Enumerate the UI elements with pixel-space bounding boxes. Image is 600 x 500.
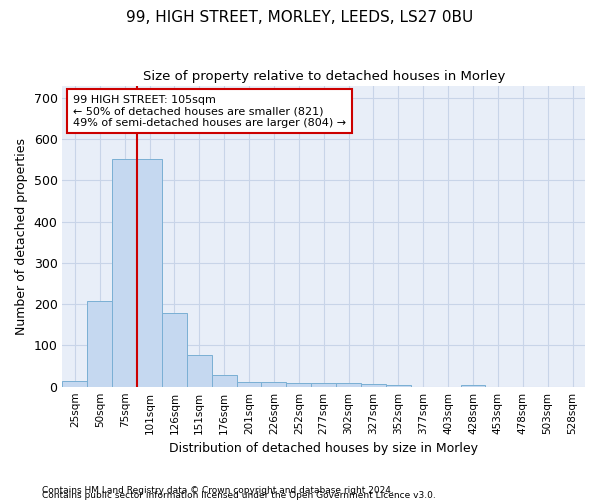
Bar xyxy=(236,382,262,386)
Bar xyxy=(386,384,411,386)
Text: 99, HIGH STREET, MORLEY, LEEDS, LS27 0BU: 99, HIGH STREET, MORLEY, LEEDS, LS27 0BU xyxy=(127,10,473,25)
Bar xyxy=(112,158,137,386)
Text: Contains HM Land Registry data © Crown copyright and database right 2024.: Contains HM Land Registry data © Crown c… xyxy=(42,486,394,495)
Y-axis label: Number of detached properties: Number of detached properties xyxy=(15,138,28,334)
Text: 99 HIGH STREET: 105sqm
← 50% of detached houses are smaller (821)
49% of semi-de: 99 HIGH STREET: 105sqm ← 50% of detached… xyxy=(73,94,346,128)
Bar xyxy=(336,382,361,386)
Bar xyxy=(62,382,88,386)
Bar xyxy=(461,384,485,386)
Bar xyxy=(361,384,386,386)
Bar xyxy=(286,384,311,386)
Bar xyxy=(137,158,162,386)
Bar xyxy=(88,302,112,386)
Bar xyxy=(187,354,212,386)
Bar xyxy=(212,374,236,386)
Bar xyxy=(262,382,286,386)
Bar xyxy=(162,314,187,386)
X-axis label: Distribution of detached houses by size in Morley: Distribution of detached houses by size … xyxy=(169,442,478,455)
Title: Size of property relative to detached houses in Morley: Size of property relative to detached ho… xyxy=(143,70,505,83)
Text: Contains public sector information licensed under the Open Government Licence v3: Contains public sector information licen… xyxy=(42,490,436,500)
Bar xyxy=(311,382,336,386)
